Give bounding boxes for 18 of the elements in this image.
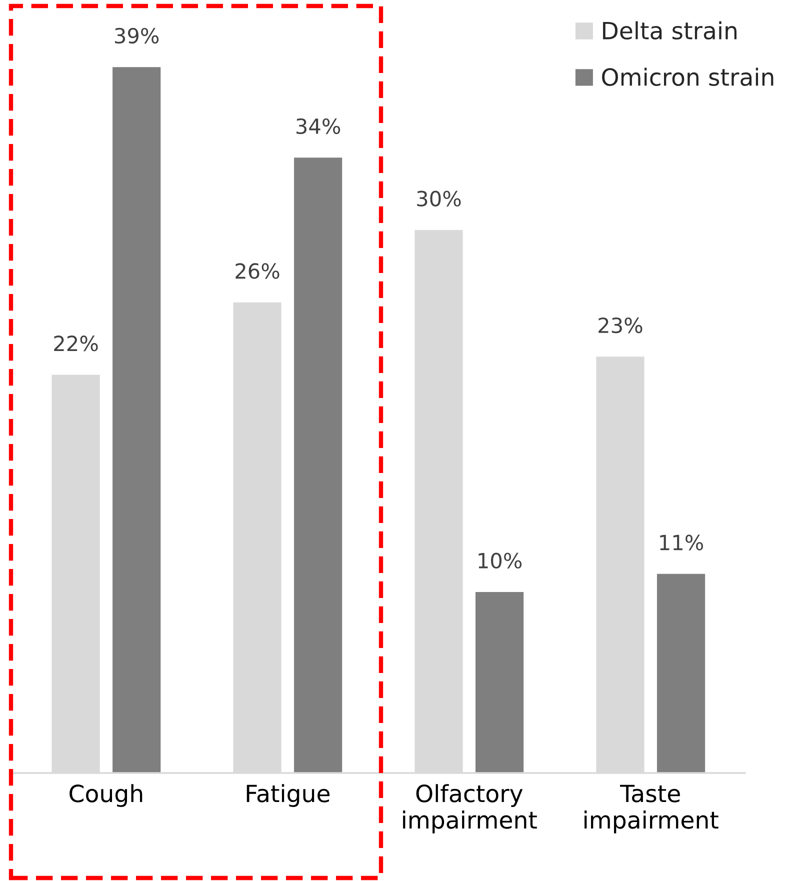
data-label: 26% [236,263,280,279]
data-label: 39% [115,28,159,44]
x-tick-label: Olfactory impairment [403,784,537,834]
bar [112,67,161,773]
x-tick-label: Cough [70,784,142,807]
data-label: 34% [296,118,340,134]
bar [656,574,706,773]
data-label: 30% [417,190,461,206]
data-label: 22% [54,336,98,352]
legend-label: Delta strain [603,21,736,40]
bar [476,592,524,773]
bar [294,158,342,773]
legend-label: Omicron strain [602,68,774,86]
x-tick-label: Taste impairment [584,784,718,834]
data-label: 23% [598,317,642,334]
x-tick-label: Fatigue [246,784,330,807]
data-label: 10% [478,552,522,569]
data-label: 11% [660,534,704,550]
